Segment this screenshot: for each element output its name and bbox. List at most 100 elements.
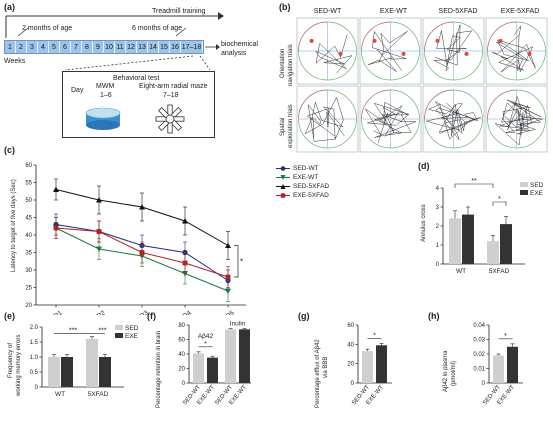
y-tick-label: 55 [25,181,32,187]
pool-quadrant-arc [361,89,391,120]
platform-marker [309,38,314,43]
legend-sed-wt: SED-WT [276,164,329,173]
week-cell: 9 [93,41,104,53]
panel-label-c: (c) [4,145,15,155]
significance-star: * [373,332,376,339]
legend-swatch-exe [115,333,123,338]
data-point [53,186,59,192]
behavioral-test-header: Behavioral test [113,75,160,82]
swim-path [492,25,536,73]
bar-exe-5xfad [99,357,111,387]
week-cell: 1 [5,41,16,53]
week-cell: 13 [137,41,148,53]
legend-exe-5xfad: EXE-5XFAD [276,191,329,200]
y-tick-label: 20 [178,367,185,373]
legend-exe-wt: EXE-WT [276,173,329,182]
y-tick-label: 40 [347,342,354,348]
behavioral-test-box: Behavioral test Day MWM 1–6 Eight-arm ra… [62,71,215,138]
h-ylabel: Aβ42 in plasma [443,350,449,392]
legend-swatch-exe [520,190,528,195]
x-tick-label: 5XFAD [88,391,109,398]
legend-sed-wt-label: SED-WT [293,165,319,172]
row2-label-1: Spatial [280,117,286,136]
swim-path [432,24,473,72]
bar-sed-wt [362,351,373,383]
age-start-label: 2 months of age [22,25,73,32]
panel-label-f: (f) [147,311,156,321]
platform-marker [498,38,503,43]
swim-path [365,101,416,143]
legend-sed-5xfad: SED-5XFAD [276,182,329,191]
y-tick-label: 20 [25,303,32,309]
y-tick-label: 0.02 [473,352,485,358]
analysis-label-2: analysis [221,50,247,57]
week-cell: 8 [82,41,93,53]
y-tick-label: 0.03 [473,338,485,344]
track-cell [422,17,485,85]
week-cell: 14 [148,41,159,53]
y-tick-label: 3 [436,205,440,211]
track-cell [422,85,485,153]
swim-path [426,101,481,141]
y-tick-label: 20 [347,362,354,368]
y-tick-label: 0 [351,381,355,387]
y-tick-label: 60 [347,323,354,329]
legend-label-exe: EXE [530,190,544,197]
chart-c: 20 25 30 35 40 45 50 55 60 D1 D2 D3 D4 D5 * [25,163,246,315]
bar-sed-wt [193,353,204,383]
legend-label-sed: SED [125,325,139,332]
legend-swatch-sed [520,182,528,187]
week-cell: 12 [126,41,137,53]
y-tick-label: 80 [178,323,185,329]
pool-quadrant-arc [487,21,517,52]
x-tick-label: D2 [96,309,107,315]
y-tick-label: 60 [178,338,185,344]
week-cell: 10 [104,41,115,53]
week-cell: 4 [38,41,49,53]
swim-path [304,96,345,142]
track-plots [296,17,548,153]
y-tick-label: 0 [436,262,440,268]
y-tick-label: 2 [436,224,440,230]
week-cell: 6 [60,41,71,53]
water-maze-icon [85,107,121,130]
panel-label-h: (h) [428,311,440,321]
bar-sed-5xfad [487,241,499,264]
data-point [96,229,102,234]
bar-sed-wt [48,357,60,387]
y-tick-label: 0.01 [473,367,485,373]
chart-f: 020406080SED-WTEXE-WTSED-WTEXE-WT*Aβ42In… [178,321,251,406]
significance-bracket [454,183,494,188]
track-cell [359,17,422,85]
bar-exe-wt [507,346,518,383]
mwm-days: 1–6 [100,92,112,99]
weeks-bar: 1 2 3 4 5 6 7 8 9 10 11 12 13 14 15 16 17–18 [4,40,204,54]
legend-exe-5xfad-label: EXE-5XFAD [293,192,329,199]
bar-exe-wt [376,345,387,383]
bar-sed-wt [449,218,461,264]
start-marker [527,51,532,56]
data-point [139,250,145,255]
data-point [225,242,231,248]
start-marker [338,51,343,56]
g-ylabel-1: Percentage efflux of Aβ42 [315,339,321,408]
row1-label-2: navigation trials [288,44,294,86]
week-cell: 11 [115,41,126,53]
bar-exe-wt [462,214,474,264]
swim-path [367,30,408,72]
legend-label-sed: SED [530,182,544,189]
y-tick-label: 0 [182,381,186,387]
timeline-arrows [5,12,224,71]
significance-bracket [234,245,239,278]
platform-marker [435,38,440,43]
y-tick-label: 45 [25,216,32,222]
panel-label-d: (d) [418,161,430,171]
legend-sed-5xfad-label: SED-5XFAD [293,183,330,190]
week-cell: 2 [16,41,27,53]
data-point [53,225,59,231]
week-cell: 3 [27,41,38,53]
legend-swatch-sed [115,325,123,330]
significance-star: * [504,333,507,340]
